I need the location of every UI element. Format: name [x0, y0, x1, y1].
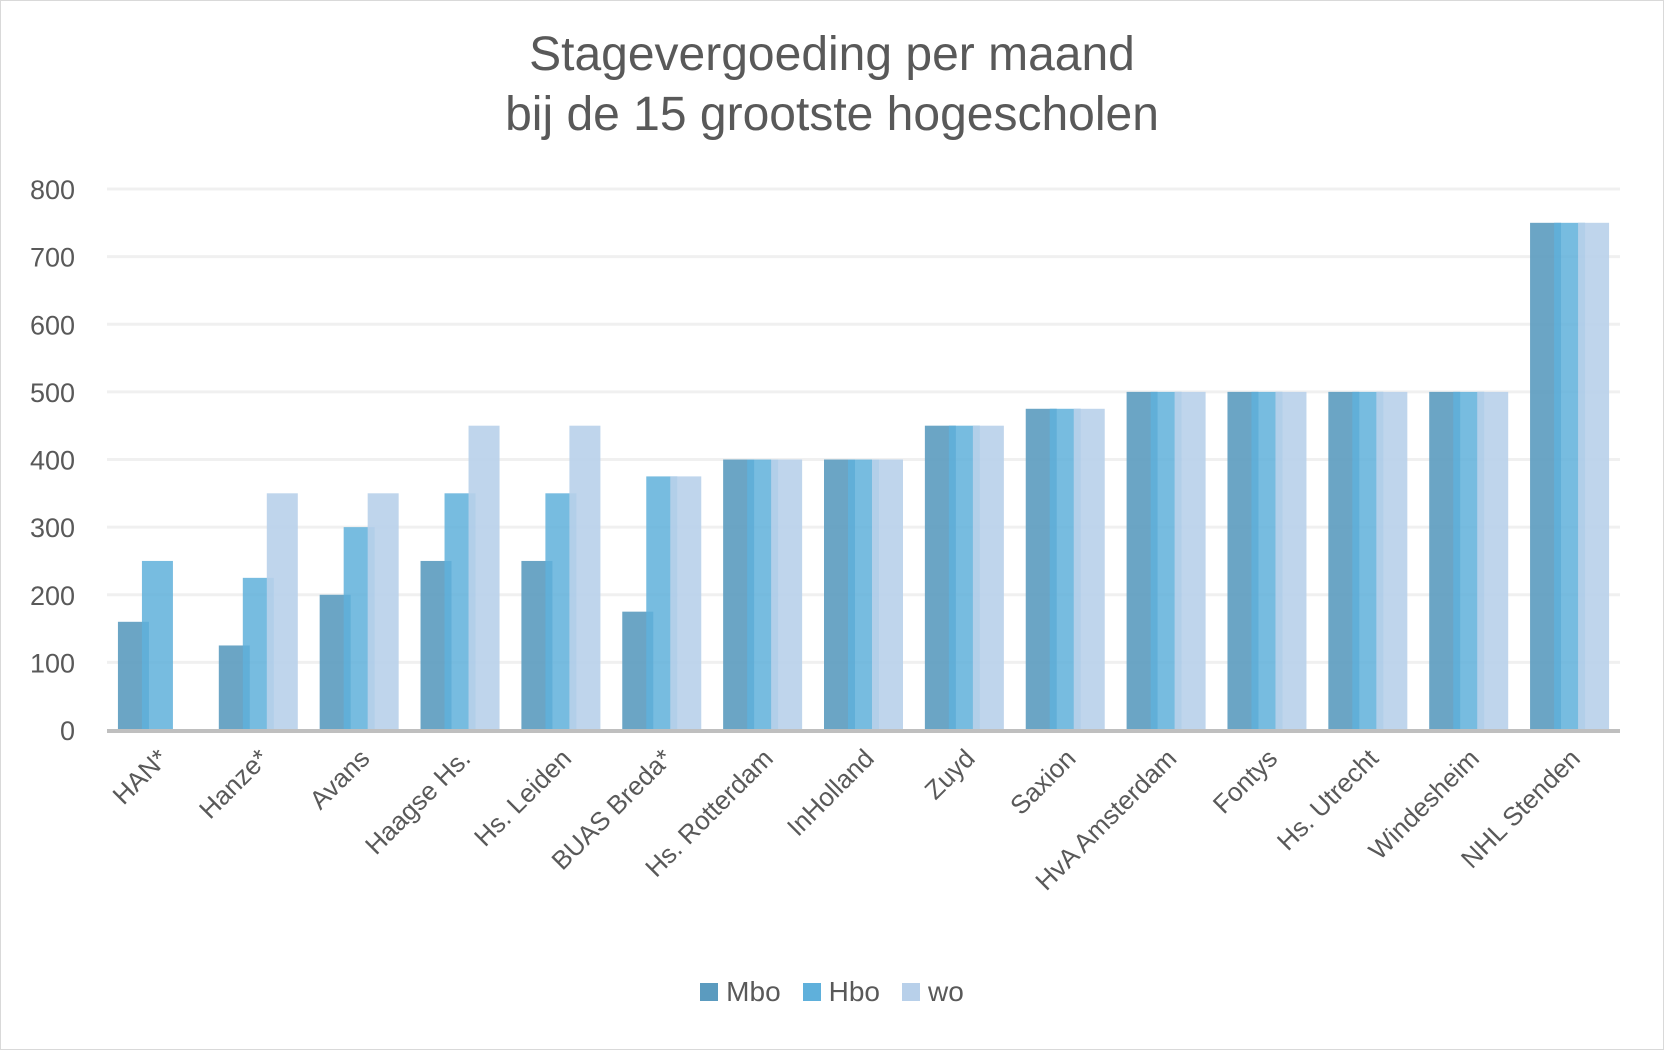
- y-tick-label: 700: [30, 243, 75, 273]
- y-tick-label: 500: [30, 378, 75, 408]
- bar-wo: [468, 425, 500, 730]
- bar-wo: [569, 425, 601, 730]
- bar-wo: [367, 493, 399, 730]
- x-tick-label: Fontys: [1207, 743, 1283, 819]
- legend-label-mbo: Mbo: [726, 976, 781, 1007]
- bar-wo: [1073, 408, 1105, 730]
- x-tick-label: Saxion: [1004, 743, 1081, 820]
- y-tick-label: 200: [30, 581, 75, 611]
- x-tick-label: InHolland: [781, 743, 880, 842]
- bar-wo: [972, 425, 1004, 730]
- y-tick-label: 0: [60, 716, 75, 746]
- y-tick-label: 600: [30, 310, 75, 340]
- legend-item-wo: wo: [902, 976, 964, 1008]
- bar-wo: [1376, 391, 1408, 730]
- legend: Mbo Hbo wo: [0, 976, 1664, 1008]
- bar-wo: [1578, 222, 1610, 730]
- bar-wo: [670, 476, 702, 730]
- legend-item-hbo: Hbo: [802, 976, 881, 1008]
- y-tick-label: 800: [30, 175, 75, 205]
- chart-title: Stagevergoeding per maand: [529, 28, 1135, 81]
- bar-wo: [771, 459, 803, 730]
- legend-swatch-hbo: [802, 983, 821, 1001]
- y-tick-label: 400: [30, 446, 75, 476]
- x-tick-label: Zuyd: [919, 743, 981, 805]
- bar-wo: [872, 459, 903, 730]
- bar-wo: [1174, 391, 1206, 730]
- y-tick-label: 100: [30, 648, 75, 678]
- chart-subtitle: bij de 15 grootste hogescholen: [505, 88, 1159, 141]
- bar-wo: [1477, 391, 1509, 730]
- x-tick-label: Haagse Hs.: [359, 743, 476, 860]
- y-tick-label: 300: [30, 513, 75, 543]
- legend-swatch-wo: [902, 983, 921, 1001]
- bar-wo: [1275, 391, 1307, 730]
- legend-item-mbo: Mbo: [700, 976, 781, 1008]
- legend-label-hbo: Hbo: [828, 976, 881, 1007]
- x-tick-label: Hanze*: [193, 743, 275, 825]
- legend-label-wo: wo: [928, 976, 964, 1007]
- bar-hbo: [141, 560, 173, 730]
- x-tick-label: Avans: [303, 743, 375, 815]
- legend-swatch-mbo: [700, 983, 719, 1001]
- bar-wo: [266, 493, 298, 730]
- x-tick-label: HAN*: [106, 743, 173, 810]
- x-tick-label: Hs. Leiden: [468, 743, 577, 852]
